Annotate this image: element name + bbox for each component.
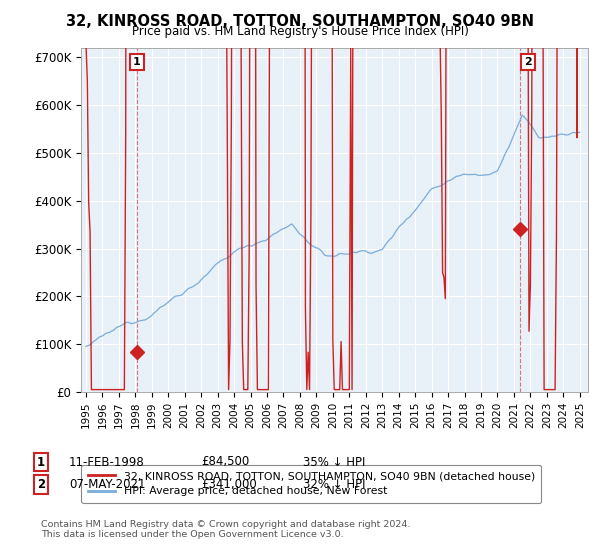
Text: £341,000: £341,000: [201, 478, 257, 491]
Text: 2: 2: [524, 57, 532, 67]
Text: 2: 2: [37, 478, 45, 491]
Text: 11-FEB-1998: 11-FEB-1998: [69, 455, 145, 469]
Text: 32, KINROSS ROAD, TOTTON, SOUTHAMPTON, SO40 9BN: 32, KINROSS ROAD, TOTTON, SOUTHAMPTON, S…: [66, 14, 534, 29]
Text: 1: 1: [37, 455, 45, 469]
Text: Contains HM Land Registry data © Crown copyright and database right 2024.
This d: Contains HM Land Registry data © Crown c…: [41, 520, 410, 539]
Text: Price paid vs. HM Land Registry's House Price Index (HPI): Price paid vs. HM Land Registry's House …: [131, 25, 469, 38]
Legend: 32, KINROSS ROAD, TOTTON, SOUTHAMPTON, SO40 9BN (detached house), HPI: Average p: 32, KINROSS ROAD, TOTTON, SOUTHAMPTON, S…: [82, 465, 541, 503]
Text: 35% ↓ HPI: 35% ↓ HPI: [303, 455, 365, 469]
Text: 32% ↓ HPI: 32% ↓ HPI: [303, 478, 365, 491]
Text: 07-MAY-2021: 07-MAY-2021: [69, 478, 146, 491]
Text: £84,500: £84,500: [201, 455, 249, 469]
Text: 1: 1: [133, 57, 141, 67]
